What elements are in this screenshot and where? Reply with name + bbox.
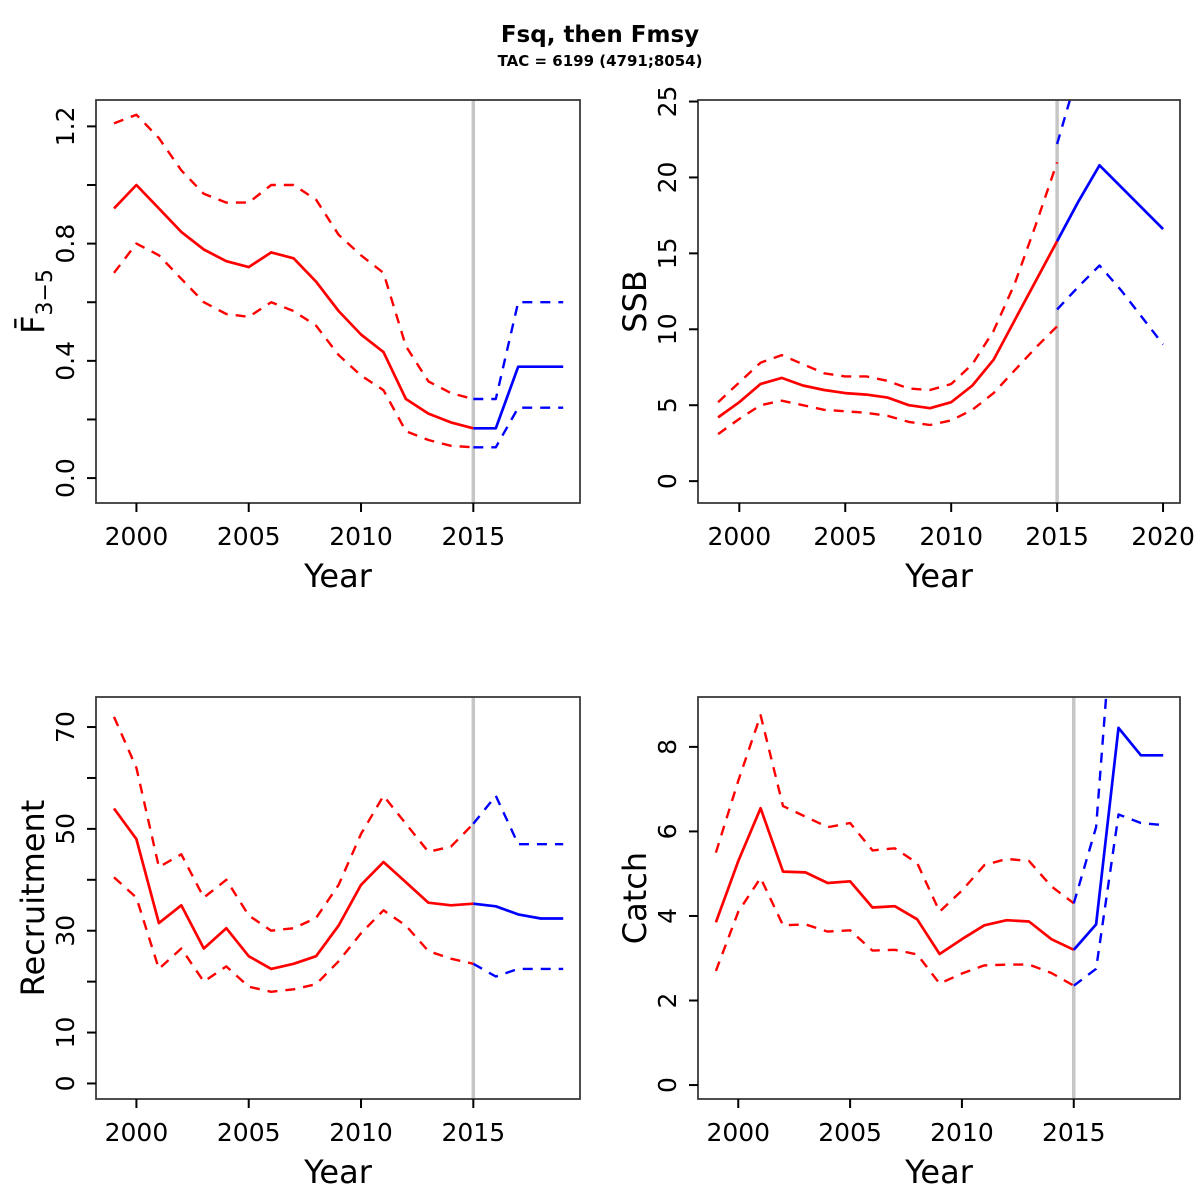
catch-historical-upper-ci-line bbox=[714, 714, 1075, 913]
catch-y-tick-label: 6 bbox=[653, 823, 682, 839]
fbar-y-tick-label: 0.0 bbox=[51, 458, 80, 498]
ssb-x-tick-label: 2020 bbox=[1131, 522, 1195, 551]
recruitment-x-tick-label: 2010 bbox=[329, 1118, 393, 1147]
ssb-x-tick-label: 2010 bbox=[919, 522, 983, 551]
ssb-plot-frame bbox=[697, 99, 1181, 504]
recruitment-historical-lower-ci-line bbox=[113, 876, 474, 993]
catch-x-tick-label: 2015 bbox=[1042, 1118, 1106, 1147]
panel-recruitment: 2000 2005 2010 2015 0 10 30 50 70 Year Recruitment bbox=[14, 696, 581, 1191]
recruitment-plot-frame bbox=[95, 696, 581, 1100]
catch-forecast-upper-ci-line bbox=[1072, 697, 1108, 904]
recruitment-y-tick-label: 30 bbox=[51, 915, 80, 947]
ssb-historical-median-line bbox=[717, 240, 1059, 419]
fbar-plot-frame bbox=[95, 99, 581, 504]
fbar-forecast-median-line bbox=[473, 365, 564, 430]
catch-y-tick-label: 8 bbox=[653, 739, 682, 755]
fbar-y-tick-label: 1.2 bbox=[51, 106, 80, 146]
recruitment-y-tick-label: 50 bbox=[51, 813, 80, 845]
catch-y-tick-label: 2 bbox=[653, 993, 682, 1009]
fbar-x-axis-title: Year bbox=[303, 557, 373, 595]
fbar-x-tick-label: 2015 bbox=[442, 522, 506, 551]
ssb-y-tick-label: 0 bbox=[653, 473, 682, 489]
catch-forecast-median-line bbox=[1072, 726, 1164, 951]
ssb-y-tick-label: 20 bbox=[653, 162, 682, 194]
catch-x-tick-label: 2000 bbox=[706, 1118, 770, 1147]
ssb-y-tick-label: 10 bbox=[653, 313, 682, 345]
ssb-x-tick-label: 2015 bbox=[1025, 522, 1089, 551]
catch-y-tick-label: 0 bbox=[653, 1077, 682, 1093]
fbar-forecast-upper-ci-line bbox=[473, 301, 564, 401]
catch-plot-area bbox=[714, 697, 1164, 1099]
fbar-historical-median-line bbox=[113, 183, 474, 430]
recruitment-y-tick-label: 10 bbox=[51, 1017, 80, 1049]
ssb-forecast-lower-ci-line bbox=[1056, 264, 1165, 346]
recruitment-y-tick-label: 70 bbox=[51, 711, 80, 743]
panel-catch: 2000 2005 2010 2015 0 2 4 6 8 Year Catch bbox=[616, 696, 1181, 1191]
fbar-plot-area bbox=[113, 100, 564, 503]
figure-title: Fsq, then Fmsy bbox=[500, 22, 700, 48]
catch-x-tick-label: 2005 bbox=[818, 1118, 882, 1147]
fbar-y-tick-label: 0.8 bbox=[51, 224, 80, 264]
panel-fbar: 2000 2005 2010 2015 0.0 0.4 0.8 1.2 Year F̄3−5 bbox=[13, 99, 581, 595]
fbar-historical-upper-ci-line bbox=[113, 113, 474, 401]
ssb-x-tick-label: 2000 bbox=[708, 522, 772, 551]
fbar-historical-lower-ci-line bbox=[113, 242, 474, 449]
ssb-forecast-median-line bbox=[1055, 163, 1165, 242]
catch-historical-lower-ci-line bbox=[714, 876, 1075, 987]
catch-y-axis-title: Catch bbox=[616, 852, 654, 944]
catch-x-axis-title: Year bbox=[904, 1153, 974, 1191]
catch-historical-median-line bbox=[714, 806, 1075, 956]
recruitment-historical-upper-ci-line bbox=[112, 716, 475, 932]
ssb-plot-area bbox=[717, 100, 1165, 503]
ssb-x-axis-title: Year bbox=[904, 557, 974, 595]
fbar-y-axis-title: F̄3−5 bbox=[13, 269, 58, 334]
ssb-historical-lower-ci-line bbox=[717, 325, 1058, 436]
recruitment-y-tick-label: 0 bbox=[51, 1076, 80, 1092]
figure-subtitle: TAC = 6199 (4791;8054) bbox=[497, 52, 703, 70]
fbar-x-tick-label: 2005 bbox=[217, 522, 281, 551]
ssb-y-tick-label: 25 bbox=[653, 86, 682, 118]
recruitment-x-tick-label: 2000 bbox=[105, 1118, 169, 1147]
recruitment-plot-area bbox=[112, 697, 564, 1099]
recruitment-y-axis-title: Recruitment bbox=[14, 800, 52, 997]
recruitment-x-axis-title: Year bbox=[303, 1153, 373, 1191]
recruitment-x-tick-label: 2015 bbox=[442, 1118, 506, 1147]
recruitment-forecast-median-line bbox=[473, 902, 564, 920]
recruitment-forecast-lower-ci-line bbox=[472, 962, 564, 978]
ssb-y-axis-title: SSB bbox=[616, 270, 654, 333]
ssb-x-tick-label: 2005 bbox=[813, 522, 877, 551]
ssb-y-tick-label: 15 bbox=[653, 237, 682, 269]
fbar-y-tick-label: 0.4 bbox=[51, 341, 80, 381]
recruitment-forecast-upper-ci-line bbox=[472, 794, 564, 846]
catch-y-tick-label: 4 bbox=[653, 908, 682, 924]
fbar-x-tick-label: 2010 bbox=[329, 522, 393, 551]
ssb-y-tick-label: 5 bbox=[653, 397, 682, 413]
fbar-x-tick-label: 2000 bbox=[105, 522, 169, 551]
fbar-forecast-lower-ci-line bbox=[473, 406, 564, 449]
panel-ssb: 2000 2005 2010 2015 2020 0 5 10 15 20 25 Year SSB bbox=[616, 86, 1195, 595]
catch-forecast-lower-ci-line bbox=[1073, 813, 1164, 987]
recruitment-historical-median-line bbox=[112, 807, 474, 971]
recruitment-x-tick-label: 2005 bbox=[217, 1118, 281, 1147]
catch-plot-frame bbox=[697, 696, 1181, 1100]
ssb-historical-upper-ci-line bbox=[717, 161, 1059, 404]
catch-x-tick-label: 2010 bbox=[930, 1118, 994, 1147]
